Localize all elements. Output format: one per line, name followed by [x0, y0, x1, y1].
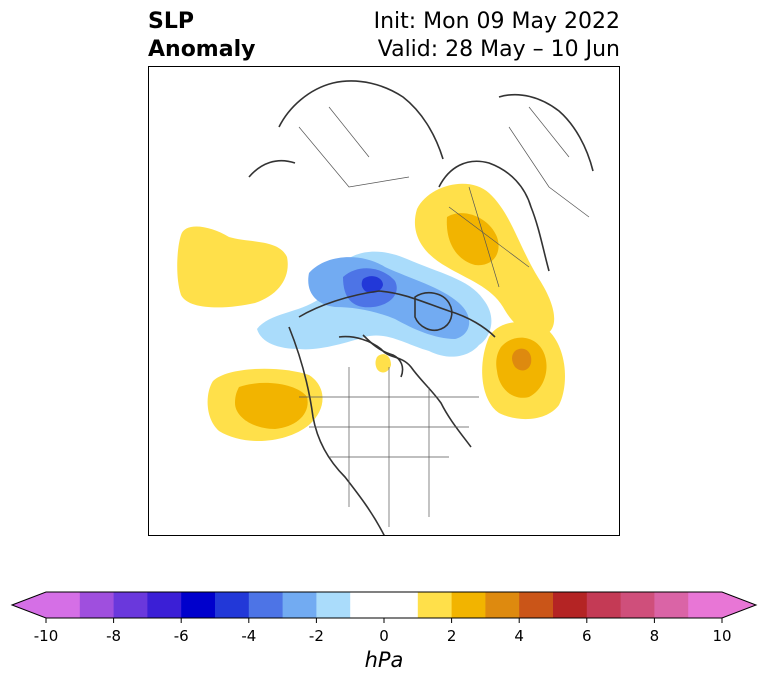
map-title: SLP Anomaly: [148, 8, 255, 64]
colorbar-swatch: [316, 592, 351, 618]
run-info: Init: Mon 09 May 2022 Valid: 28 May – 10…: [374, 8, 620, 64]
contour-high-gulf-alaska-core: [235, 382, 308, 429]
init-label: Init: Mon 09 May 2022: [373, 9, 620, 34]
colorbar-swatch: [688, 592, 723, 618]
colorbar-tick-label: 0: [379, 627, 389, 645]
colorbar-tick-label: -4: [241, 627, 257, 645]
colorbar-tick-label: 4: [514, 627, 524, 645]
map-canvas: [177, 80, 594, 535]
colorbar-swatch: [248, 592, 284, 618]
title-line-2: Anomaly: [148, 37, 256, 62]
colorbar-swatch: [79, 592, 115, 618]
colorbar-tick-label: 8: [649, 627, 660, 645]
contour-high-atlantic-core: [512, 348, 532, 371]
coastlines: [248, 80, 594, 535]
colorbar-extend-low: [12, 592, 46, 618]
colorbar-swatch: [282, 592, 317, 618]
valid-label: Valid: 28 May – 10 Jun: [377, 37, 620, 62]
colorbar: [10, 591, 758, 623]
colorbar-tick-label: -6: [173, 627, 189, 645]
colorbar-tick-label: 2: [446, 627, 457, 645]
anomaly-map: [148, 66, 620, 536]
contour-low-arctic-core: [361, 276, 383, 293]
title-line-1: SLP: [148, 9, 194, 34]
colorbar-tick-label: -2: [308, 627, 324, 645]
colorbar-extend-high: [722, 592, 756, 618]
colorbar-tick-label: -10: [33, 627, 59, 645]
contour-high-pacific-west: [177, 226, 288, 308]
colorbar-swatch: [451, 592, 486, 618]
colorbar-swatch: [46, 592, 81, 618]
colorbar-swatch: [519, 592, 554, 618]
colorbar-swatch: [181, 592, 216, 618]
colorbar-tick-label: -8: [106, 627, 122, 645]
colorbar-unit: hPa: [364, 648, 404, 672]
colorbar-swatch: [113, 592, 148, 618]
colorbar-swatch: [586, 592, 622, 618]
contour-high-siberia-core: [446, 213, 499, 266]
colorbar-swatch: [350, 592, 419, 618]
contour-high-hudson: [375, 354, 391, 373]
colorbar-swatch: [654, 592, 689, 618]
colorbar-swatch: [620, 592, 655, 618]
colorbar-swatch: [215, 592, 250, 618]
colorbar-tick-label: 10: [712, 627, 732, 645]
colorbar-swatch: [147, 592, 182, 618]
borders: [298, 106, 590, 527]
colorbar-swatch: [485, 592, 520, 618]
colorbar-swatch: [553, 592, 588, 618]
colorbar-swatch: [417, 592, 453, 618]
colorbar-tick-label: 6: [582, 627, 592, 645]
